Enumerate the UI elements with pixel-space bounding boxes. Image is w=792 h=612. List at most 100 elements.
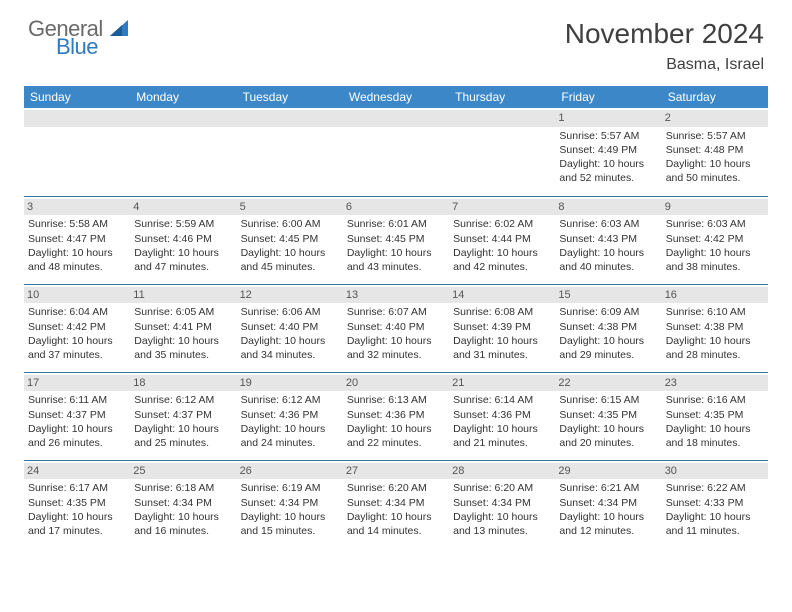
sunset-text: Sunset: 4:34 PM [134, 496, 232, 510]
calendar-week: 10Sunrise: 6:04 AMSunset: 4:42 PMDayligh… [24, 284, 768, 372]
sunrise-text: Sunrise: 6:03 AM [559, 217, 657, 231]
daylight-text: Daylight: 10 hours and 45 minutes. [241, 246, 339, 274]
calendar-cell: 14Sunrise: 6:08 AMSunset: 4:39 PMDayligh… [449, 284, 555, 372]
daylight-text: Daylight: 10 hours and 24 minutes. [241, 422, 339, 450]
day-number: 15 [555, 287, 661, 304]
daylight-text: Daylight: 10 hours and 47 minutes. [134, 246, 232, 274]
sunset-text: Sunset: 4:34 PM [453, 496, 551, 510]
sunrise-text: Sunrise: 6:15 AM [559, 393, 657, 407]
sunrise-text: Sunrise: 6:03 AM [666, 217, 764, 231]
sunrise-text: Sunrise: 6:20 AM [347, 481, 445, 495]
day-number: 23 [662, 375, 768, 392]
sunrise-text: Sunrise: 6:02 AM [453, 217, 551, 231]
sunset-text: Sunset: 4:36 PM [453, 408, 551, 422]
sunset-text: Sunset: 4:34 PM [347, 496, 445, 510]
calendar-cell: 27Sunrise: 6:20 AMSunset: 4:34 PMDayligh… [343, 460, 449, 548]
sunrise-text: Sunrise: 6:12 AM [241, 393, 339, 407]
day-number: 8 [555, 199, 661, 216]
day-number: 16 [662, 287, 768, 304]
sunrise-text: Sunrise: 6:09 AM [559, 305, 657, 319]
calendar-cell: 26Sunrise: 6:19 AMSunset: 4:34 PMDayligh… [237, 460, 343, 548]
day-number [130, 110, 236, 127]
daylight-text: Daylight: 10 hours and 50 minutes. [666, 157, 764, 185]
day-number: 19 [237, 375, 343, 392]
calendar-body: 1Sunrise: 5:57 AMSunset: 4:49 PMDaylight… [24, 108, 768, 548]
daylight-text: Daylight: 10 hours and 38 minutes. [666, 246, 764, 274]
day-number: 22 [555, 375, 661, 392]
sunrise-text: Sunrise: 6:16 AM [666, 393, 764, 407]
calendar-week: 17Sunrise: 6:11 AMSunset: 4:37 PMDayligh… [24, 372, 768, 460]
daylight-text: Daylight: 10 hours and 29 minutes. [559, 334, 657, 362]
daylight-text: Daylight: 10 hours and 25 minutes. [134, 422, 232, 450]
daylight-text: Daylight: 10 hours and 17 minutes. [28, 510, 126, 538]
sunrise-text: Sunrise: 6:14 AM [453, 393, 551, 407]
sunrise-text: Sunrise: 5:57 AM [666, 129, 764, 143]
calendar-cell: 28Sunrise: 6:20 AMSunset: 4:34 PMDayligh… [449, 460, 555, 548]
daylight-text: Daylight: 10 hours and 26 minutes. [28, 422, 126, 450]
daylight-text: Daylight: 10 hours and 32 minutes. [347, 334, 445, 362]
sunset-text: Sunset: 4:38 PM [559, 320, 657, 334]
day-number: 3 [24, 199, 130, 216]
sunset-text: Sunset: 4:34 PM [559, 496, 657, 510]
day-number: 24 [24, 463, 130, 480]
calendar-cell: 21Sunrise: 6:14 AMSunset: 4:36 PMDayligh… [449, 372, 555, 460]
sunset-text: Sunset: 4:34 PM [241, 496, 339, 510]
sunset-text: Sunset: 4:36 PM [347, 408, 445, 422]
calendar-cell [237, 108, 343, 196]
daylight-text: Daylight: 10 hours and 11 minutes. [666, 510, 764, 538]
daylight-text: Daylight: 10 hours and 40 minutes. [559, 246, 657, 274]
calendar-cell: 1Sunrise: 5:57 AMSunset: 4:49 PMDaylight… [555, 108, 661, 196]
calendar-cell: 10Sunrise: 6:04 AMSunset: 4:42 PMDayligh… [24, 284, 130, 372]
daylight-text: Daylight: 10 hours and 13 minutes. [453, 510, 551, 538]
day-number: 10 [24, 287, 130, 304]
day-number: 25 [130, 463, 236, 480]
day-number: 30 [662, 463, 768, 480]
sunset-text: Sunset: 4:38 PM [666, 320, 764, 334]
calendar-week: 1Sunrise: 5:57 AMSunset: 4:49 PMDaylight… [24, 108, 768, 196]
day-number: 2 [662, 110, 768, 127]
calendar-cell: 22Sunrise: 6:15 AMSunset: 4:35 PMDayligh… [555, 372, 661, 460]
title-block: November 2024 Basma, Israel [565, 18, 764, 74]
sunrise-text: Sunrise: 6:07 AM [347, 305, 445, 319]
calendar-cell: 15Sunrise: 6:09 AMSunset: 4:38 PMDayligh… [555, 284, 661, 372]
day-number [24, 110, 130, 127]
calendar-cell: 23Sunrise: 6:16 AMSunset: 4:35 PMDayligh… [662, 372, 768, 460]
day-header: Sunday [24, 86, 130, 108]
calendar-cell: 11Sunrise: 6:05 AMSunset: 4:41 PMDayligh… [130, 284, 236, 372]
sunrise-text: Sunrise: 5:58 AM [28, 217, 126, 231]
day-header: Tuesday [237, 86, 343, 108]
calendar-cell: 4Sunrise: 5:59 AMSunset: 4:46 PMDaylight… [130, 196, 236, 284]
sunset-text: Sunset: 4:37 PM [28, 408, 126, 422]
day-header: Friday [555, 86, 661, 108]
sunrise-text: Sunrise: 6:20 AM [453, 481, 551, 495]
daylight-text: Daylight: 10 hours and 34 minutes. [241, 334, 339, 362]
day-number: 9 [662, 199, 768, 216]
daylight-text: Daylight: 10 hours and 37 minutes. [28, 334, 126, 362]
day-number: 6 [343, 199, 449, 216]
sunrise-text: Sunrise: 6:01 AM [347, 217, 445, 231]
month-title: November 2024 [565, 18, 764, 50]
calendar-cell: 13Sunrise: 6:07 AMSunset: 4:40 PMDayligh… [343, 284, 449, 372]
sunrise-text: Sunrise: 5:57 AM [559, 129, 657, 143]
calendar-cell: 24Sunrise: 6:17 AMSunset: 4:35 PMDayligh… [24, 460, 130, 548]
calendar-cell: 29Sunrise: 6:21 AMSunset: 4:34 PMDayligh… [555, 460, 661, 548]
sunset-text: Sunset: 4:36 PM [241, 408, 339, 422]
daylight-text: Daylight: 10 hours and 15 minutes. [241, 510, 339, 538]
sunset-text: Sunset: 4:41 PM [134, 320, 232, 334]
sunset-text: Sunset: 4:45 PM [241, 232, 339, 246]
day-header: Wednesday [343, 86, 449, 108]
calendar-week: 3Sunrise: 5:58 AMSunset: 4:47 PMDaylight… [24, 196, 768, 284]
calendar-cell: 3Sunrise: 5:58 AMSunset: 4:47 PMDaylight… [24, 196, 130, 284]
day-number: 27 [343, 463, 449, 480]
calendar-cell: 19Sunrise: 6:12 AMSunset: 4:36 PMDayligh… [237, 372, 343, 460]
sunset-text: Sunset: 4:37 PM [134, 408, 232, 422]
calendar-cell: 17Sunrise: 6:11 AMSunset: 4:37 PMDayligh… [24, 372, 130, 460]
daylight-text: Daylight: 10 hours and 16 minutes. [134, 510, 232, 538]
sunrise-text: Sunrise: 6:06 AM [241, 305, 339, 319]
day-number: 21 [449, 375, 555, 392]
sunset-text: Sunset: 4:39 PM [453, 320, 551, 334]
daylight-text: Daylight: 10 hours and 14 minutes. [347, 510, 445, 538]
daylight-text: Daylight: 10 hours and 21 minutes. [453, 422, 551, 450]
calendar-cell: 8Sunrise: 6:03 AMSunset: 4:43 PMDaylight… [555, 196, 661, 284]
day-number: 26 [237, 463, 343, 480]
